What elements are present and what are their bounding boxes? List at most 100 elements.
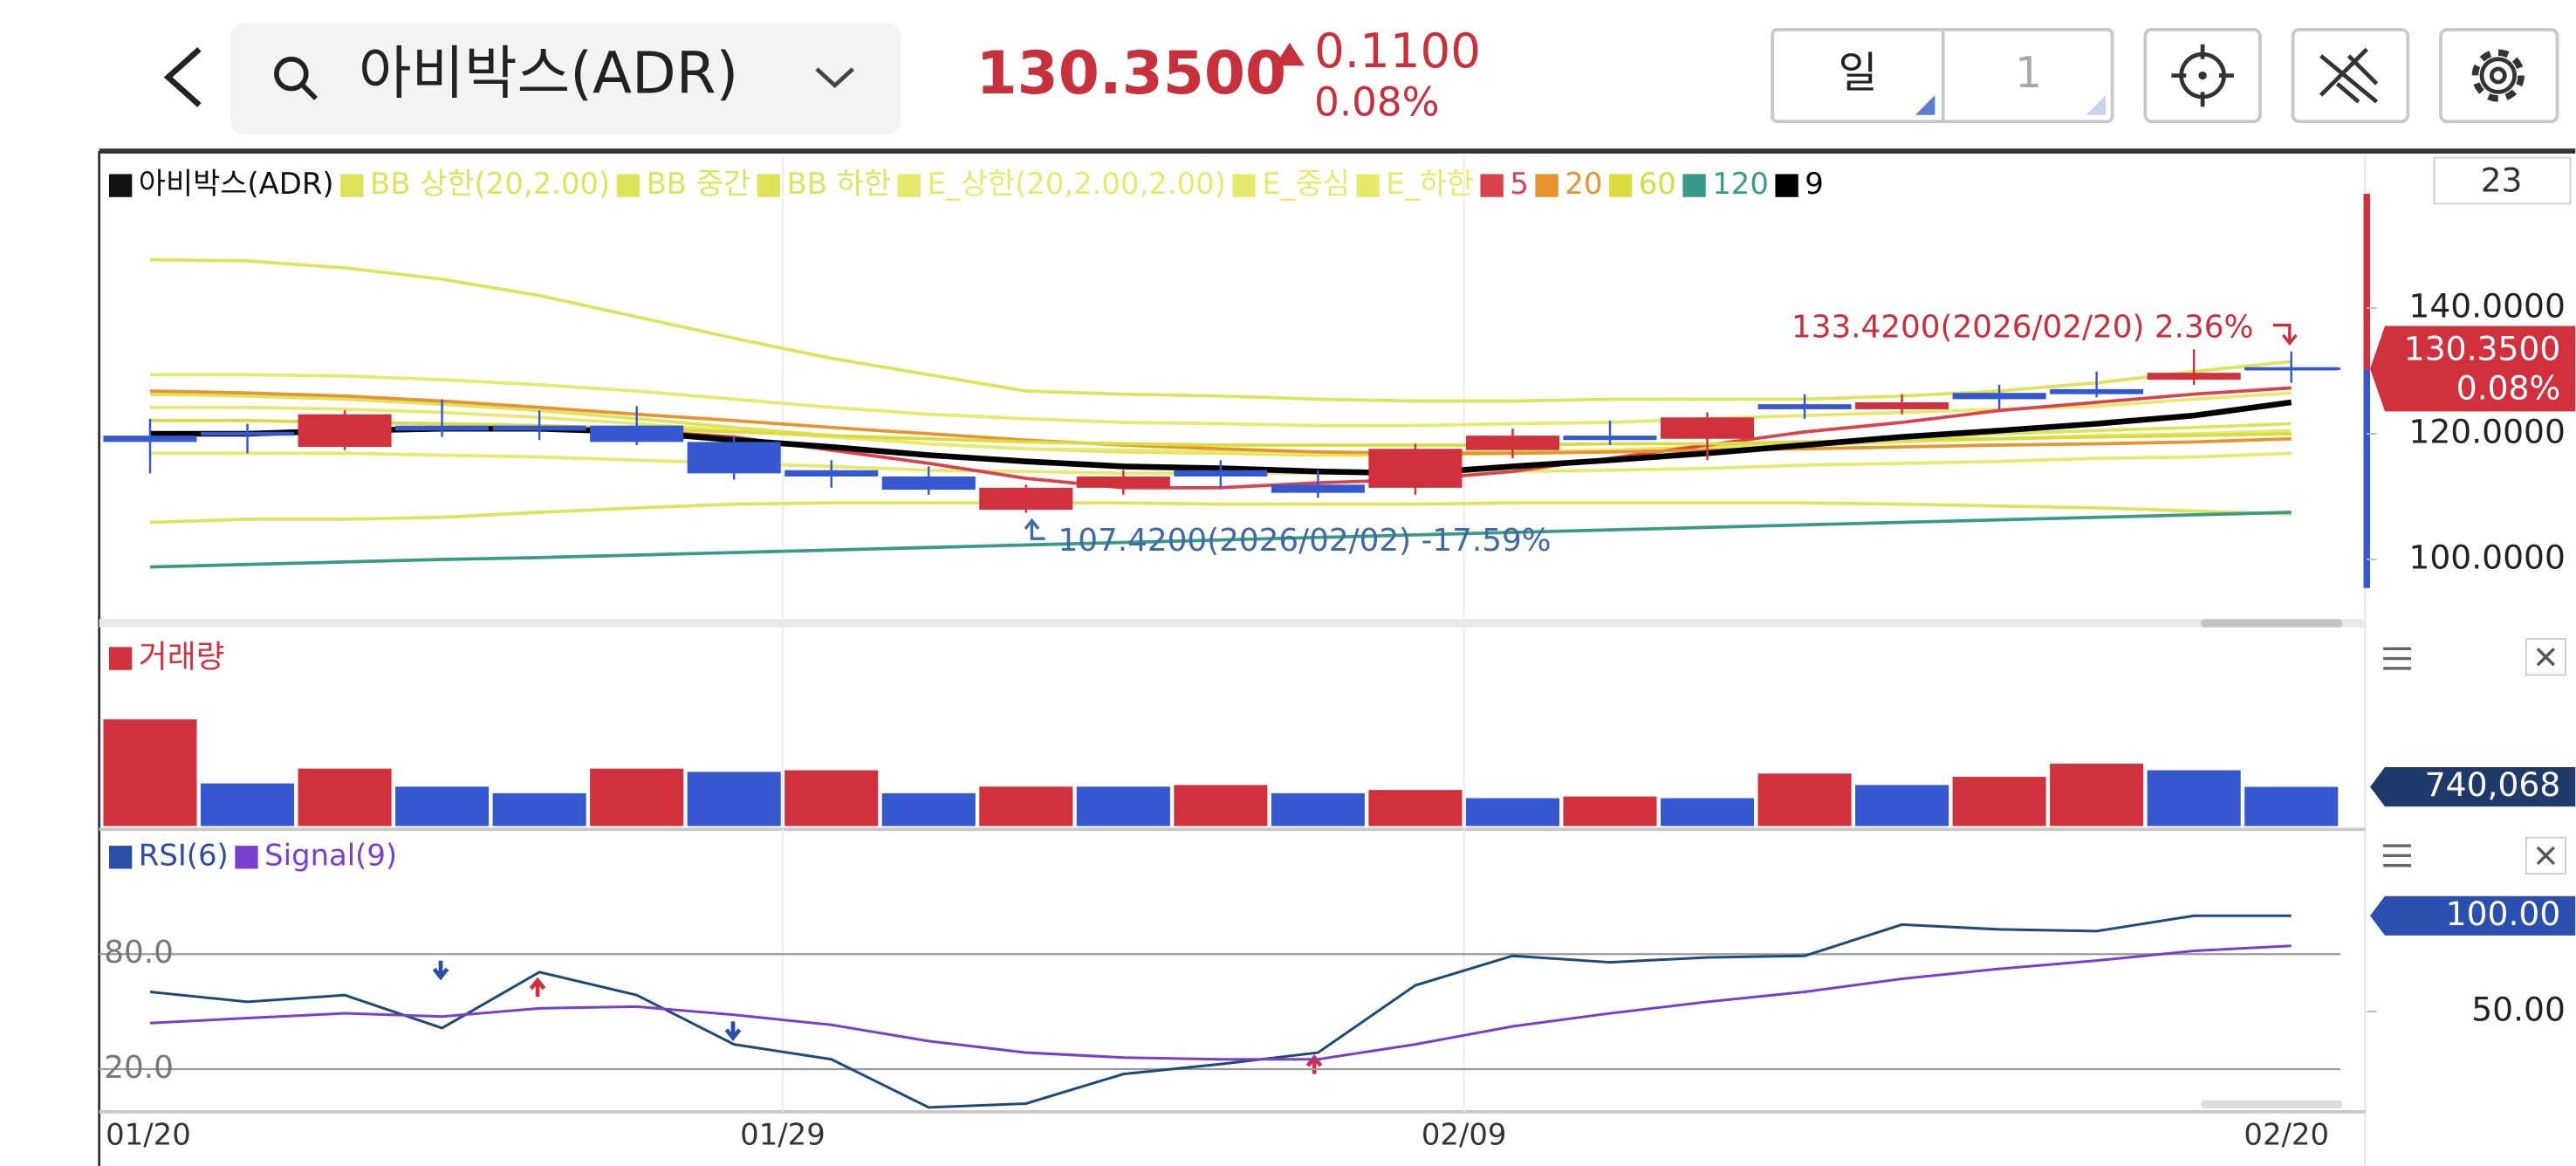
- settings-button[interactable]: [2439, 27, 2559, 124]
- candle-body: [687, 442, 781, 474]
- legend-label: BB 상한(20,2.00): [370, 167, 610, 201]
- low-arrow: [1024, 518, 1045, 540]
- volume-bar: [979, 786, 1073, 826]
- corner-mark: [2086, 95, 2107, 115]
- legend-label: BB 중간: [647, 167, 751, 201]
- legend-label: 거래량: [139, 640, 225, 676]
- legend-label: 5: [1510, 167, 1529, 201]
- volume-bar: [395, 786, 490, 826]
- legend-swatch: [1232, 174, 1256, 197]
- y-tick-label: 120.0000: [2408, 412, 2566, 450]
- volume-bar: [298, 768, 392, 826]
- indicator-line: [149, 389, 2292, 456]
- dropdown-chevron[interactable]: [815, 67, 854, 89]
- legend-swatch: [108, 174, 133, 197]
- up-triangle: [1274, 42, 1305, 66]
- legend-swatch: [757, 174, 780, 197]
- candle-body: [1368, 449, 1463, 488]
- buy-arrow: [529, 977, 546, 998]
- legend-label: 60: [1639, 167, 1676, 201]
- tag-label: 130.3500: [2404, 329, 2561, 367]
- legend-swatch: [1356, 174, 1380, 197]
- candle-body: [1855, 401, 1949, 409]
- indicator-line: [149, 257, 2292, 403]
- close-icon: [2536, 846, 2555, 865]
- x-tick-label: 02/20: [2244, 1118, 2329, 1152]
- legend-label: 120: [1712, 167, 1769, 201]
- price-tag: [2370, 326, 2576, 412]
- period-label[interactable]: 일: [1838, 48, 1877, 98]
- volume-bar: [1174, 785, 1268, 826]
- candle-body: [1563, 436, 1657, 441]
- volume-bar: [881, 792, 976, 826]
- legend-swatch: [108, 846, 133, 869]
- candle-body: [881, 476, 976, 490]
- crosshair-dot: [2198, 71, 2207, 80]
- menu-icon[interactable]: [2383, 647, 2412, 670]
- buy-arrow: [1305, 1054, 1323, 1074]
- draw-clear-button[interactable]: [2291, 27, 2410, 124]
- price-change-pct: 0.08%: [1314, 79, 1439, 125]
- legend-label: 9: [1805, 167, 1824, 201]
- volume-bar: [784, 770, 879, 826]
- volume-bar: [1563, 796, 1657, 826]
- price-tag: [2370, 895, 2576, 936]
- indicator-line: [149, 944, 2292, 1061]
- volume-bar: [687, 772, 781, 826]
- candle-body: [1174, 470, 1268, 477]
- range-bar-up: [2363, 194, 2371, 370]
- volume-bar: [1757, 773, 1852, 826]
- y2-tick-label: 50.00: [2471, 991, 2566, 1029]
- search-icon: [274, 56, 309, 92]
- volume-bar: [1465, 798, 1559, 826]
- legend-label: RSI(6): [139, 839, 229, 873]
- scrollbar[interactable]: [2201, 1100, 2343, 1109]
- scrollbar[interactable]: [2201, 619, 2343, 628]
- search-icon-handle: [300, 83, 319, 100]
- legend-swatch: [1480, 174, 1504, 197]
- indicator-line: [149, 914, 2292, 1109]
- volume-bar: [590, 768, 684, 826]
- candle-body: [1660, 417, 1755, 439]
- legend-label: 20: [1565, 167, 1602, 201]
- menu-icon[interactable]: [2383, 844, 2412, 868]
- price-tag: [2370, 767, 2576, 807]
- price-change: 0.1100: [1314, 23, 1481, 79]
- candle-body: [492, 425, 586, 431]
- volume-bar: [492, 792, 586, 826]
- candle-body: [1952, 393, 2046, 400]
- count-box: [2433, 156, 2572, 205]
- stock-title: 아비박스(ADR): [359, 40, 738, 107]
- legend-label: E_상한(20,2.00,2.00): [927, 167, 1225, 201]
- indicator-line: [149, 501, 2292, 525]
- candle-body: [590, 425, 684, 442]
- sell-arrow: [724, 1021, 742, 1041]
- legend-label: 아비박스(ADR): [139, 167, 334, 201]
- search-box[interactable]: [230, 23, 901, 135]
- candle-body: [1757, 404, 1852, 409]
- low-annotation: 107.4200(2026/02/02) -17.59%: [1058, 523, 1552, 559]
- back-button[interactable]: [163, 46, 202, 107]
- candle-body: [979, 487, 1073, 511]
- legend-swatch: [1535, 174, 1559, 197]
- volume-bar: [2050, 764, 2144, 826]
- volume-bar: [1368, 790, 1463, 826]
- legend-swatch: [1682, 174, 1706, 197]
- candle-body: [2050, 388, 2144, 394]
- indicator-line: [149, 511, 2292, 569]
- legend-label: Signal(9): [264, 839, 397, 873]
- x-tick-label: 01/20: [106, 1118, 191, 1152]
- sell-arrow: [432, 960, 449, 981]
- chart-layer: 01/20 01/29 02/09 02/20 140.0000 120.0000 100.…: [99, 155, 2576, 1152]
- high-arrow: [2273, 323, 2298, 346]
- candle-body: [1271, 484, 1365, 493]
- current-price: 130.3500: [976, 38, 1286, 107]
- y-tick-label: 20.0: [104, 1050, 174, 1086]
- candle-body: [1076, 476, 1170, 488]
- y-tick-label: 140.0000: [2408, 286, 2566, 325]
- volume-bar: [1855, 785, 1949, 826]
- period-count[interactable]: 1: [2015, 48, 2042, 98]
- indicator-line: [149, 418, 2292, 447]
